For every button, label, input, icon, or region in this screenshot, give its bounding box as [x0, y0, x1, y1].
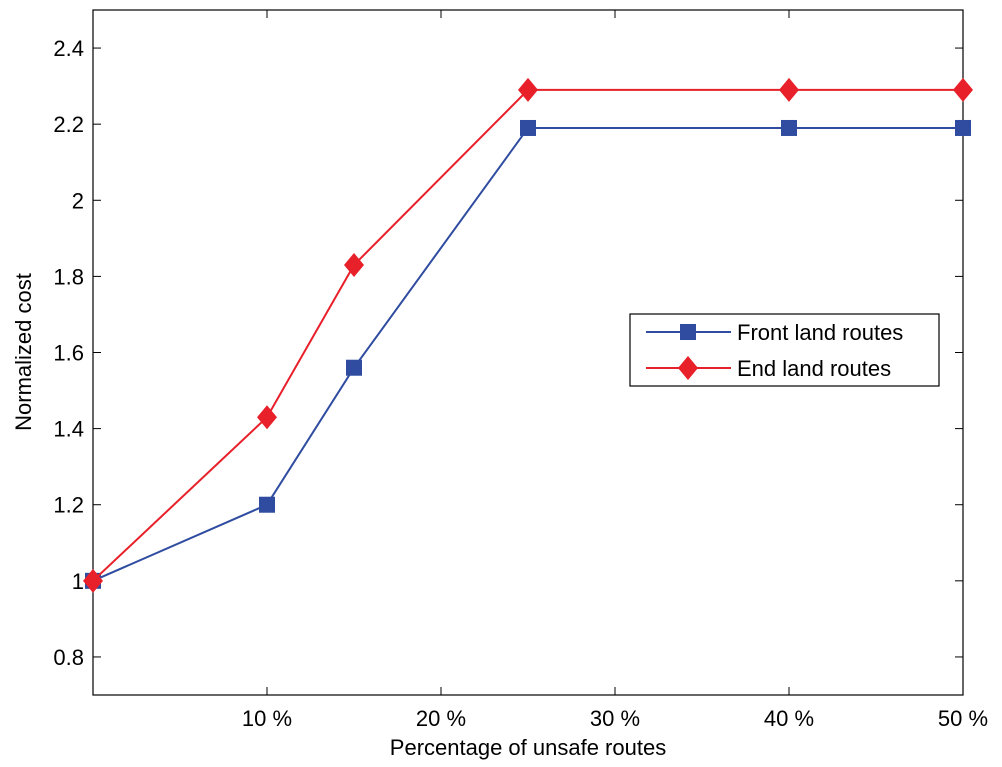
- x-tick-label: 30 %: [590, 706, 640, 731]
- x-axis-label: Percentage of unsafe routes: [390, 735, 666, 760]
- series-end-land-routes: [83, 77, 973, 593]
- x-tick-label: 40 %: [764, 706, 814, 731]
- series-front-land-routes: [85, 119, 971, 589]
- square-marker: [955, 119, 971, 136]
- series-line: [92, 88, 963, 582]
- y-tick-label: 0.8: [53, 645, 84, 670]
- square-marker: [680, 324, 696, 340]
- square-marker: [259, 496, 275, 513]
- legend-items: Front land routes End land routes: [646, 320, 903, 381]
- diamond-marker: [83, 568, 103, 593]
- series-layer: [83, 77, 973, 593]
- y-axis-label: Normalized cost: [11, 273, 36, 431]
- diamond-marker: [678, 356, 698, 380]
- legend-item: Front land routes: [646, 320, 903, 345]
- diamond-marker: [518, 77, 538, 102]
- legend-label: End land routes: [737, 356, 891, 381]
- y-tick-label: 1.2: [53, 493, 84, 518]
- square-marker: [520, 119, 536, 136]
- x-tick-label: 10 %: [242, 706, 292, 731]
- y-axis-ticks: 0.8 1 1.2 1.4 1.6 1.8 2 2.2 2.4: [53, 36, 963, 670]
- y-tick-label: 1.4: [53, 417, 84, 442]
- y-tick-label: 2: [72, 188, 84, 213]
- x-tick-label: 20 %: [416, 706, 466, 731]
- diamond-marker: [257, 405, 277, 430]
- diamond-marker: [953, 77, 973, 102]
- square-marker: [781, 119, 797, 136]
- y-tick-label: 2.4: [53, 36, 84, 61]
- x-tick-label: 50 %: [938, 706, 988, 731]
- diamond-marker: [779, 77, 799, 102]
- diamond-marker: [344, 252, 364, 277]
- square-marker: [346, 359, 362, 376]
- series-line: [92, 126, 963, 582]
- legend: Front land routes End land routes: [629, 313, 940, 387]
- y-tick-label: 2.2: [53, 112, 84, 137]
- legend-label: Front land routes: [737, 320, 903, 345]
- legend-item: End land routes: [646, 356, 891, 381]
- x-axis-ticks: 10 % 20 % 30 % 40 % 50 %: [242, 10, 988, 731]
- y-tick-label: 1.8: [53, 264, 84, 289]
- y-tick-label: 1.6: [53, 341, 84, 366]
- y-tick-label: 1: [72, 569, 84, 594]
